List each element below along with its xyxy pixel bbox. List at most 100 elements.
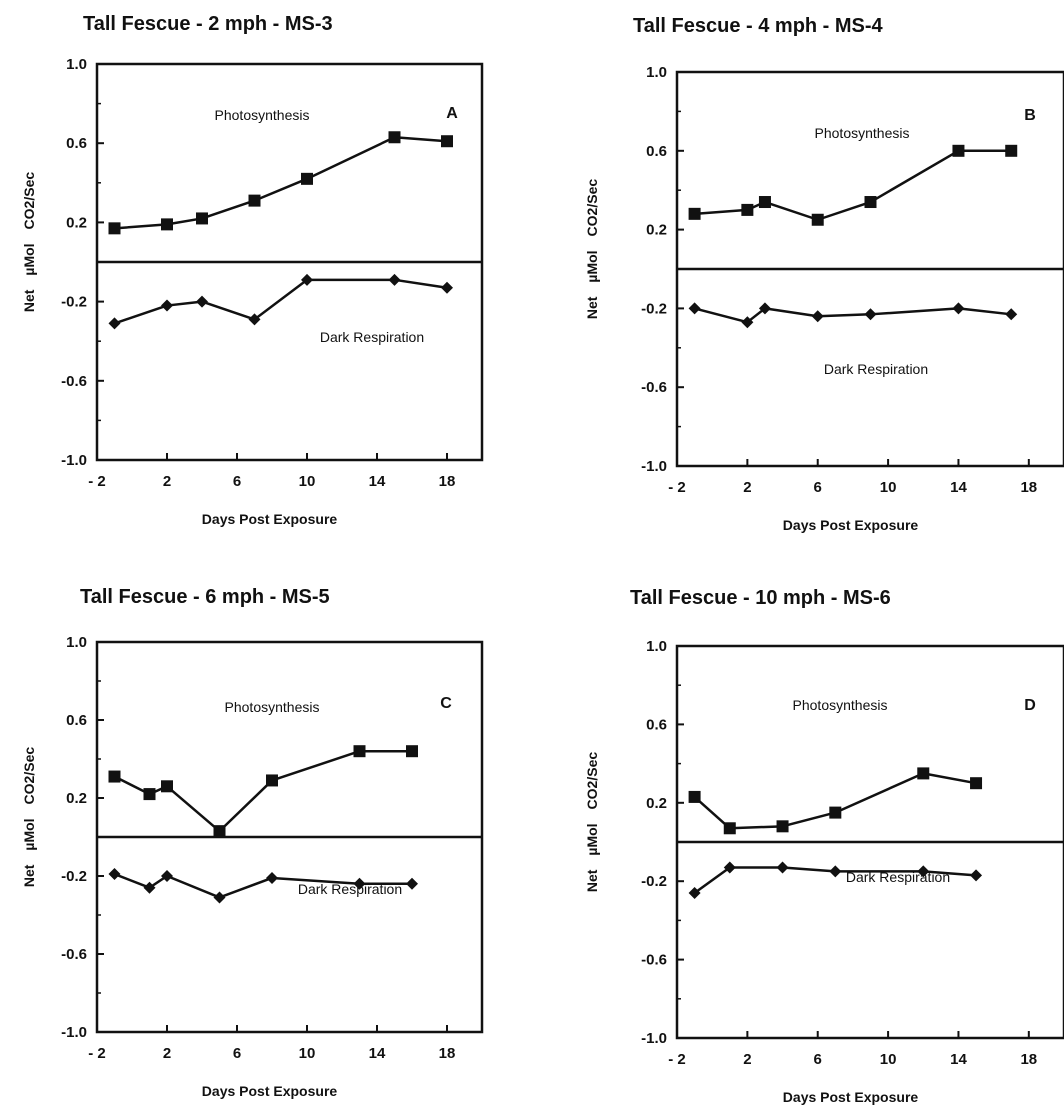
y-tick-label: -0.2 <box>641 300 667 317</box>
data-point-diamond <box>213 891 226 904</box>
data-point-diamond <box>143 881 156 894</box>
chart-panel-c: Tall Fescue - 6 mph - MS-5 1.0 0.6 0.2 -0.2 -… <box>21 586 484 1099</box>
y-tick-label: -0.6 <box>61 373 87 390</box>
y-tick-label: -0.2 <box>61 868 87 885</box>
panel-letter: C <box>440 695 452 712</box>
x-tick-label: 18 <box>439 473 456 490</box>
y-tick-label: -0.6 <box>61 946 87 963</box>
series-dark-respiration: Dark Respiration <box>108 273 453 345</box>
data-point-square <box>811 213 824 226</box>
x-tick-label: - 2 <box>668 1051 686 1068</box>
x-tick-label: 10 <box>299 1045 316 1062</box>
data-point-square <box>388 131 401 144</box>
series-label: Photosynthesis <box>793 697 888 713</box>
x-tick-label: 10 <box>880 1051 897 1068</box>
y-axis-label: Net µMol CO2/Sec <box>21 747 37 888</box>
y-tick-label: -0.2 <box>641 873 667 890</box>
series-label: Dark Respiration <box>846 869 950 885</box>
series-line <box>693 866 977 894</box>
data-point-square <box>776 820 789 833</box>
data-point-diamond <box>161 299 173 312</box>
data-point-diamond <box>441 281 453 294</box>
x-tick-label: 6 <box>233 1045 241 1062</box>
chart-title: Tall Fescue - 4 mph - MS-4 <box>633 15 884 37</box>
series-photosynthesis: Photosynthesis <box>108 107 453 235</box>
x-tick-label: 2 <box>163 1045 171 1062</box>
data-point-diamond <box>1005 308 1018 321</box>
x-tick-label: 14 <box>950 479 967 496</box>
series-label: Dark Respiration <box>320 329 424 345</box>
x-axis-label: Days Post Exposure <box>783 517 919 533</box>
data-point-diamond <box>758 302 771 315</box>
y-axis-label-part: CO2/Sec <box>21 747 37 805</box>
data-point-diamond <box>970 869 983 882</box>
y-tick-label: 0.2 <box>66 790 87 807</box>
x-tick-label: 14 <box>950 1051 967 1068</box>
data-point-square <box>441 135 453 148</box>
series-label: Photosynthesis <box>815 125 910 141</box>
data-point-diamond <box>161 870 173 882</box>
y-tick-label: 0.2 <box>646 795 667 812</box>
data-point-square <box>917 767 930 780</box>
series-photosynthesis: Photosynthesis <box>688 697 983 835</box>
series-line <box>694 307 1012 324</box>
y-tick-label: 1.0 <box>646 64 667 81</box>
y-tick-label: -1.0 <box>61 452 87 469</box>
y-axis-label-part: CO2/Sec <box>21 172 37 230</box>
x-axis-label: Days Post Exposure <box>202 1083 338 1099</box>
y-tick-label: 1.0 <box>66 634 87 651</box>
data-point-diamond <box>776 861 789 874</box>
x-axis-label: Days Post Exposure <box>202 511 338 527</box>
y-axis-label-part: µMol <box>21 818 37 850</box>
y-tick-label: 0.6 <box>646 143 667 160</box>
data-point-square <box>758 196 771 209</box>
data-point-diamond <box>741 316 754 329</box>
data-point-square <box>1005 144 1018 157</box>
data-point-square <box>688 790 701 803</box>
y-axis-label-part: µMol <box>21 243 37 275</box>
data-point-diamond <box>864 308 877 321</box>
x-tick-label: 18 <box>439 1045 456 1062</box>
x-tick-label: 6 <box>233 473 241 490</box>
data-point-square <box>266 774 278 787</box>
x-tick-label: 10 <box>880 479 897 496</box>
series-dark-respiration: Dark Respiration <box>108 868 418 904</box>
x-tick-label: 2 <box>743 479 751 496</box>
x-tick-label: 18 <box>1020 479 1037 496</box>
series-line <box>114 136 448 230</box>
y-tick-label: 0.6 <box>646 716 667 733</box>
chart-panel-d: Tall Fescue - 10 mph - MS-6 1.0 0.6 0.2 -0.2… <box>584 587 1064 1105</box>
data-point-square <box>301 172 313 185</box>
data-point-diamond <box>388 273 401 286</box>
data-point-square <box>108 222 121 235</box>
y-axis-label-part: Net <box>21 289 37 312</box>
chart-title: Tall Fescue - 2 mph - MS-3 <box>83 13 333 35</box>
chart-panel-a: Tall Fescue - 2 mph - MS-3 1.0 0.6 0.2 -0.2 -… <box>21 13 484 527</box>
data-point-square <box>213 825 226 838</box>
panel-letter: A <box>446 105 458 122</box>
y-tick-label: -0.6 <box>641 379 667 396</box>
series-dark-respiration: Dark Respiration <box>688 861 983 899</box>
x-tick-label: 14 <box>369 473 386 490</box>
y-tick-label: -0.6 <box>641 952 667 969</box>
x-tick-label: 10 <box>299 473 316 490</box>
data-point-diamond <box>406 877 418 890</box>
x-axis-label: Days Post Exposure <box>783 1089 919 1105</box>
data-point-diamond <box>811 310 824 323</box>
data-point-square <box>196 212 208 225</box>
y-tick-label: 0.2 <box>66 214 87 231</box>
data-point-diamond <box>353 877 366 890</box>
data-point-square <box>161 780 173 793</box>
y-axis-label-part: µMol <box>584 823 600 855</box>
data-point-square <box>353 745 366 758</box>
data-point-square <box>829 806 842 819</box>
y-tick-label: -1.0 <box>641 458 667 475</box>
data-point-square <box>406 745 418 758</box>
series-line <box>114 278 448 325</box>
series-label: Photosynthesis <box>225 699 320 715</box>
data-point-square <box>952 144 965 157</box>
x-tick-label: 2 <box>743 1051 751 1068</box>
x-tick-label: 14 <box>369 1045 386 1062</box>
data-point-square <box>864 196 877 209</box>
